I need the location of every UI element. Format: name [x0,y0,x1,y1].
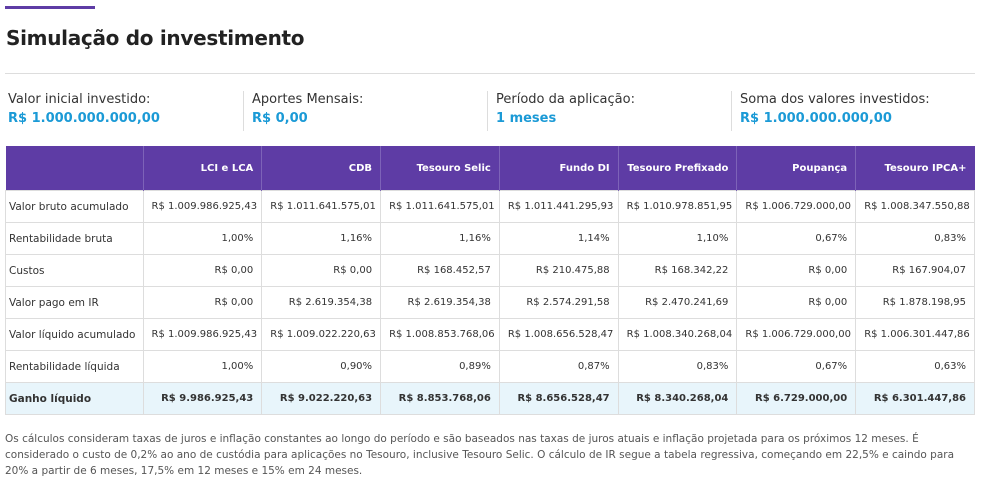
cell: R$ 210.475,88 [498,254,619,287]
table-row: Ganho líquido R$ 9.986.925,43 R$ 9.022.220… [5,382,975,415]
table-row: Valor líquido acumulado R$ 1.009.986.925,… [5,318,975,351]
column-header: Tesouro IPCA+ [855,146,975,191]
cell: R$ 1.011.441.295,93 [498,190,619,223]
table-row: Valor pago em IR R$ 0,00 R$ 2.619.354,38 R$… [5,286,975,319]
summary-label: Soma dos valores investidos: [740,92,930,107]
header-cell [5,146,143,191]
cell: 0,89% [380,350,500,383]
divider [5,73,975,74]
cell: 0,83% [617,350,738,383]
column-header: Tesouro Selic [380,146,500,191]
cell: R$ 0,00 [142,286,263,319]
cell: R$ 9.022.220,63 [261,382,382,415]
row-label: Valor pago em IR [5,286,144,319]
cell: R$ 1.008.340.268,04 [617,318,738,351]
cell: R$ 0,00 [736,254,857,287]
cell: 1,00% [142,222,263,255]
summary-value: R$ 1.000.000.000,00 [740,111,892,126]
summary-value: R$ 0,00 [252,111,308,126]
summary-label: Aportes Mensais: [252,92,364,107]
cell: R$ 9.986.925,43 [142,382,263,415]
cell: R$ 8.853.768,06 [380,382,500,415]
cell: R$ 6.729.000,00 [736,382,857,415]
cell: 0,67% [736,222,857,255]
cell: R$ 1.011.641.575,01 [261,190,382,223]
cell: 0,67% [736,350,857,383]
cell: R$ 6.301.447,86 [855,382,975,415]
cell: R$ 0,00 [261,254,382,287]
cell: R$ 168.342,22 [617,254,738,287]
results-table: LCI e LCA CDB Tesouro Selic Fundo DI Tesouro… [5,146,975,415]
cell: R$ 8.656.528,47 [498,382,619,415]
table-row: Valor bruto acumulado R$ 1.009.986.925,43… [5,190,975,223]
cell: R$ 2.619.354,38 [261,286,382,319]
cell: R$ 2.574.291,58 [498,286,619,319]
cell: R$ 1.006.729.000,00 [736,318,857,351]
cell: R$ 1.878.198,95 [855,286,975,319]
cell: 1,10% [617,222,738,255]
column-header: Tesouro Prefixado [617,146,737,191]
row-label: Ganho líquido [5,382,144,415]
cell: R$ 8.340.268,04 [617,382,738,415]
cell: R$ 0,00 [142,254,263,287]
cell: 0,87% [498,350,619,383]
table-row: Custos R$ 0,00 R$ 0,00 R$ 168.452,57 R$ 210.… [5,254,975,287]
cell: R$ 1.009.022.220,63 [261,318,382,351]
cell: R$ 1.009.986.925,43 [142,318,263,351]
footnote: Os cálculos consideram taxas de juros e … [5,433,955,477]
summary-item: Valor inicial investido: R$ 1.000.000.000… [0,91,243,131]
summary-item: Soma dos valores investidos: R$ 1.000.000… [731,91,975,131]
cell: R$ 2.619.354,38 [380,286,500,319]
cell: R$ 1.008.347.550,88 [855,190,975,223]
cell: 0,90% [261,350,382,383]
row-label: Rentabilidade bruta [5,222,144,255]
cell: R$ 1.008.853.768,06 [380,318,500,351]
cell: 1,00% [142,350,263,383]
summary-value: 1 meses [496,111,557,126]
cell: R$ 167.904,07 [855,254,975,287]
summary-item: Aportes Mensais: R$ 0,00 [243,91,487,131]
cell: 0,83% [855,222,975,255]
row-label: Valor líquido acumulado [5,318,144,351]
page-title: Simulação do investimento [6,26,305,50]
row-label: Rentabilidade líquida [5,350,144,383]
row-label: Custos [5,254,144,287]
header-row: LCI e LCA CDB Tesouro Selic Fundo DI Tesouro… [5,146,975,191]
summary-label: Valor inicial investido: [8,92,151,107]
column-header: CDB [261,146,381,191]
row-label: Valor bruto acumulado [5,190,144,223]
cell: R$ 2.470.241,69 [617,286,738,319]
cell: 1,16% [380,222,500,255]
column-header: Fundo DI [498,146,619,191]
summary: Valor inicial investido: R$ 1.000.000.000… [0,91,975,131]
summary-value: R$ 1.000.000.000,00 [8,111,160,126]
summary-label: Período da aplicação: [496,92,635,107]
table-row: Rentabilidade líquida 1,00% 0,90% 0,89% 0,87… [5,350,975,383]
cell: R$ 168.452,57 [380,254,500,287]
cell: R$ 1.006.729.000,00 [736,190,857,223]
cell: 0,63% [855,350,975,383]
cell: R$ 1.008.656.528,47 [498,318,619,351]
cell: R$ 1.011.641.575,01 [380,190,500,223]
cell: R$ 0,00 [736,286,857,319]
cell: R$ 1.009.986.925,43 [142,190,263,223]
accent-bar [5,6,95,9]
column-header: Poupança [736,146,856,191]
cell: R$ 1.010.978.851,95 [617,190,738,223]
cell: 1,16% [261,222,382,255]
cell: R$ 1.006.301.447,86 [855,318,975,351]
column-header: LCI e LCA [142,146,262,191]
cell: 1,14% [498,222,619,255]
summary-item: Período da aplicação: 1 meses [487,91,731,131]
table-row: Rentabilidade bruta 1,00% 1,16% 1,16% 1,14% 1… [5,222,975,255]
